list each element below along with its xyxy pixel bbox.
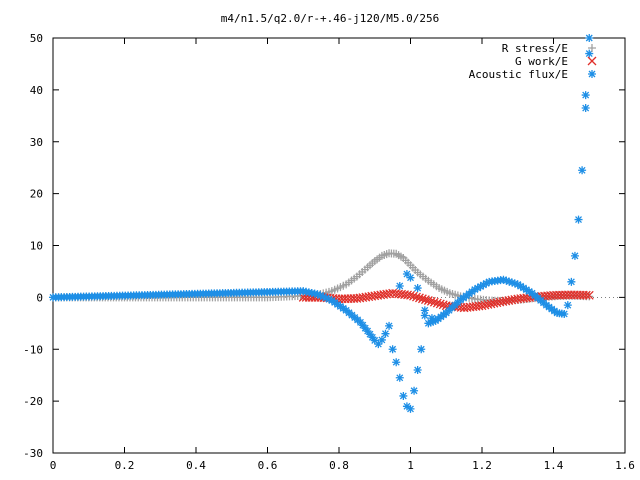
data-point [385,321,394,330]
data-point [322,293,331,302]
data-point [420,306,429,315]
data-point [426,296,436,306]
x-tick-label: 0.6 [258,459,278,472]
data-point [410,386,419,395]
data-point [432,298,442,308]
data-point [499,275,508,284]
plot-series [49,34,594,413]
data-point [429,317,438,326]
y-tick-label: 30 [30,136,43,149]
data-point [513,280,522,289]
data-point [508,278,517,287]
data-point [406,404,415,413]
x-tick-label: 1 [407,459,414,472]
data-point [470,285,479,294]
data-point [423,296,433,305]
data-point [388,345,397,354]
data-point [581,104,590,113]
data-point [479,280,488,289]
data-point [324,295,333,304]
legend-marker-acoustic-flux [588,70,596,78]
plot-axes: 0 0.2 0.4 0.6 0.8 1 1.2 1.4 1.6 -30 -20 -10 0 10 20 30 4… [23,32,635,472]
data-point [406,273,415,282]
y-tick-label: 50 [30,32,43,45]
data-point [420,295,430,305]
chart-title: m4/n1.5/q2.0/r-+.46-j120/M5.0/256 [221,12,440,25]
data-point [395,373,404,382]
data-point [319,292,328,301]
data-point [563,301,572,310]
data-point [429,297,439,307]
data-point [585,49,594,58]
data-point [413,284,422,293]
data-point [516,282,525,291]
data-point [395,281,404,290]
y-tick-label: -20 [23,395,43,408]
data-point [316,291,325,300]
series-acoustic-flux [49,49,594,413]
x-tick-label: 1.2 [472,459,492,472]
y-tick-label: 40 [30,84,43,97]
data-point [374,340,383,349]
y-tick-label: 0 [36,291,43,304]
data-point [482,279,491,288]
legend-marker-g-work [587,56,597,66]
data-point [370,336,379,345]
data-point [502,276,511,285]
x-tick-label: 0.2 [115,459,135,472]
data-point [409,291,418,301]
data-point [402,270,411,279]
data-point [392,358,401,367]
data-point [519,283,528,292]
data-point [377,335,386,344]
x-tick-label: 0.8 [329,459,349,472]
data-point [522,285,531,294]
data-point [505,277,514,286]
data-point [420,311,429,320]
data-point [525,287,534,296]
x-tick-label: 0 [50,459,57,472]
data-point [560,309,569,318]
y-tick-label: 10 [30,240,43,253]
data-point [473,284,482,293]
data-point [406,290,415,300]
data-point [426,318,435,327]
data-point [476,282,485,291]
data-point [424,319,433,328]
data-point [510,279,519,288]
data-point [402,402,411,411]
data-point [435,299,445,309]
data-point [578,166,587,175]
data-point [581,290,591,300]
data-point [567,277,576,286]
data-point [570,251,579,260]
data-point [584,290,594,300]
legend-label-r-stress: R stress/E [502,42,568,55]
x-tick-label: 1.4 [544,459,564,472]
x-tick-label: 0.4 [186,459,206,472]
x-tick-label: 1.6 [615,459,635,472]
legend-label-acoustic-flux: Acoustic flux/E [469,68,568,81]
data-point [399,391,408,400]
y-tick-label: -10 [23,343,43,356]
legend-label-g-work: G work/E [515,55,568,68]
data-point [381,329,390,338]
y-tick-label: -30 [23,447,43,460]
data-point [417,294,427,304]
data-point [411,292,421,302]
series-acoustic-flux-scattered [395,34,594,323]
data-point [414,293,424,303]
data-point [581,91,590,100]
y-tick-label: 20 [30,188,43,201]
data-point [413,366,422,374]
data-point [585,34,594,42]
data-point [574,215,583,224]
data-point [417,345,426,354]
data-point [313,290,322,299]
legend: R stress/E G work/E Acoustic flux/E [469,42,597,81]
legend-marker-r-stress [588,44,596,52]
data-point [427,314,436,323]
